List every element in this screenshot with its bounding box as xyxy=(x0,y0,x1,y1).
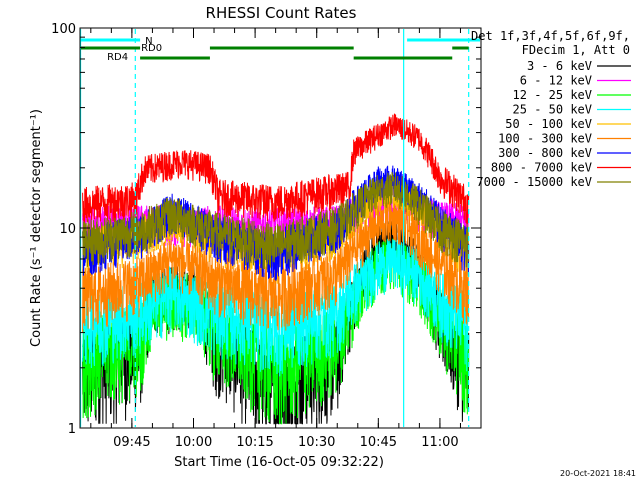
y-tick-label: 1 xyxy=(68,422,76,437)
x-tick-label: 11:00 xyxy=(421,435,458,450)
legend-entry-label: 100 - 300 keV xyxy=(498,132,592,146)
legend-entry-label: 300 - 800 keV xyxy=(498,146,592,160)
legend-entry-label: 50 - 100 keV xyxy=(505,117,592,131)
series-line-800-7000-kev xyxy=(82,113,470,225)
chart-title: RHESSI Count Rates xyxy=(206,4,357,22)
status-label-rd0: RD0 xyxy=(141,43,162,54)
legend-entry-label: 3 - 6 keV xyxy=(527,59,592,73)
x-tick-label: 10:15 xyxy=(236,435,273,450)
x-tick-label: 09:45 xyxy=(113,435,150,450)
series-layer xyxy=(82,113,470,425)
status-label-rd4: RD4 xyxy=(107,52,128,63)
x-tick-label: 10:30 xyxy=(298,435,335,450)
legend-entry-label: 25 - 50 keV xyxy=(513,103,592,117)
legend-entry-label: 6 - 12 keV xyxy=(520,74,592,88)
status-label-n: N xyxy=(145,36,152,47)
x-tick-label: 10:45 xyxy=(360,435,397,450)
y-tick-label: 10 xyxy=(59,222,76,237)
x-axis-label: Start Time (16-Oct-05 09:32:22) xyxy=(174,455,384,470)
series-line-300-800-kev xyxy=(82,165,470,281)
legend-entry-label: 7000 - 15000 keV xyxy=(476,175,592,189)
legend-header-line-1: Det 1f,3f,4f,5f,6f,9f, xyxy=(471,29,630,43)
y-axis-label: Count Rate (s⁻¹ detector segment⁻¹) xyxy=(29,109,44,347)
x-tick-label: 10:00 xyxy=(175,435,212,450)
timestamp: 20-Oct-2021 18:41 xyxy=(560,469,636,478)
legend-header-line-2: FDecim 1, Att 0 xyxy=(522,43,630,57)
legend: Det 1f,3f,4f,5f,6f,9f, FDecim 1, Att 0 3… xyxy=(471,29,631,189)
legend-entry-label: 12 - 25 keV xyxy=(513,88,592,102)
legend-entry-label: 800 - 7000 keV xyxy=(491,161,592,175)
series-line-7000-15000-kev xyxy=(82,171,470,270)
y-tick-label: 100 xyxy=(51,22,76,37)
axis-layer: 09:45 10:00 10:15 10:30 10:45 11:00 1 10 100 xyxy=(51,22,482,450)
